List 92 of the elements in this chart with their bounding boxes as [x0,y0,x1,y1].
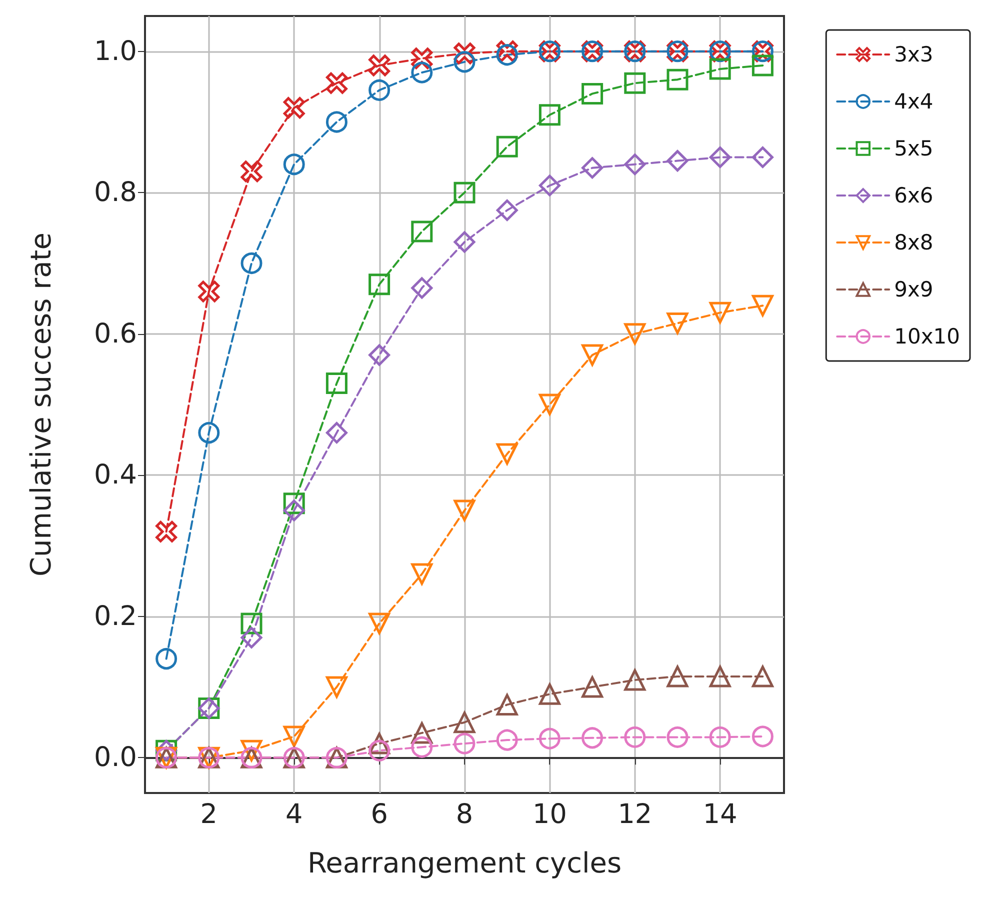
legend-label: 6x6 [894,184,934,208]
point [496,729,518,751]
point [582,727,604,749]
legend-label: 8x8 [894,230,934,254]
x-tick-label: 10 [532,799,567,830]
point [283,154,305,176]
point [666,68,688,90]
point [454,712,476,734]
point [709,726,731,748]
point [368,274,390,296]
point [240,626,262,648]
x-tick-label: 12 [618,799,652,830]
y-tick-label: 1.0 [94,36,137,67]
x-tick-label: 4 [286,799,303,830]
point [582,157,604,179]
point [411,277,433,299]
point [624,323,646,345]
point [709,58,731,80]
point [752,666,774,688]
point [411,563,433,585]
point [411,736,433,758]
point [454,182,476,204]
point [156,648,178,670]
legend-label: 4x4 [894,90,934,114]
point [283,97,305,119]
x-tick-label: 2 [200,799,218,830]
point [454,51,476,73]
point [326,111,348,133]
y-axis-title: Cumulative success rate [24,232,58,577]
point [538,174,560,196]
point [582,344,604,366]
legend-label: 10x10 [894,324,960,348]
point [496,443,518,465]
point [752,54,774,76]
point [752,146,774,168]
point [411,62,433,84]
point [709,302,731,324]
point [368,344,390,366]
point [198,280,220,302]
point [368,612,390,634]
legend-label: 9x9 [894,278,934,302]
point [666,150,688,172]
point [368,54,390,76]
point [624,726,646,748]
point [666,312,688,334]
point [624,154,646,176]
point [283,726,305,748]
point [666,666,688,688]
y-tick-label: 0.2 [94,600,137,632]
point [538,683,560,705]
x-tick-label: 6 [370,799,388,830]
x-tick-label: 14 [702,799,738,830]
point [582,676,604,698]
y-tick-label: 0.4 [94,460,137,491]
point [752,294,774,316]
point [454,231,476,253]
point [240,612,262,634]
point [326,422,348,444]
point [582,82,604,104]
legend-label: 3x3 [894,42,934,66]
legend-label: 5x5 [894,136,934,160]
point [156,520,178,542]
point [496,136,518,158]
point [496,44,518,66]
point [326,372,348,394]
point [624,669,646,691]
point [538,728,560,750]
point [496,200,518,221]
point [709,146,731,168]
y-tick-label: 0.8 [94,177,137,208]
point [240,252,262,274]
point [538,104,560,126]
point [240,160,262,182]
point [624,72,646,94]
point [666,726,688,748]
point [538,394,560,416]
point [454,500,476,522]
x-tick-label: 8 [456,799,474,830]
point [454,732,476,754]
point [368,79,390,101]
point [752,726,774,748]
point [326,72,348,94]
x-axis-title: Rearrangement cycles [307,846,622,880]
point [198,422,220,444]
point [496,694,518,716]
y-tick-label: 0.6 [94,318,137,350]
point [283,500,305,522]
point [326,676,348,698]
point [368,740,390,762]
point [709,666,731,688]
y-tick-label: 0.0 [94,742,137,774]
point [411,220,433,242]
